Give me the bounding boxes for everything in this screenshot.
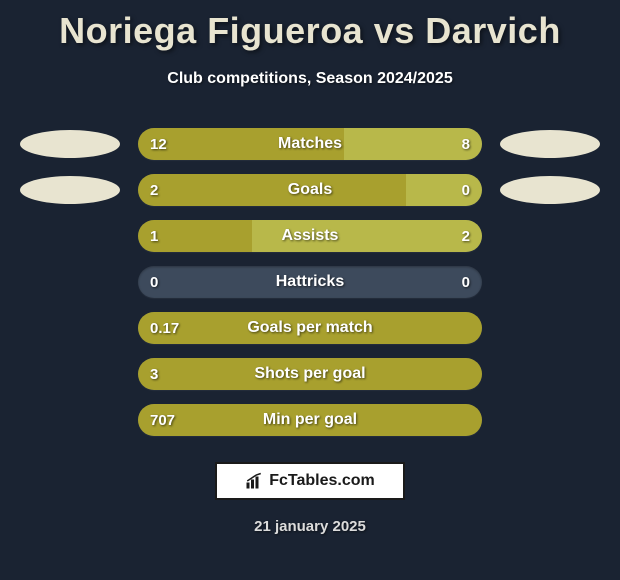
footer-date: 21 january 2025	[0, 518, 620, 535]
stat-bar: 0Hattricks0	[138, 266, 482, 298]
stat-row: 2Goals0	[0, 174, 620, 206]
stat-row: 1Assists2	[0, 220, 620, 252]
stat-bar: 3Shots per goal	[138, 358, 482, 390]
spacer	[20, 360, 120, 388]
stat-row: 707Min per goal	[0, 404, 620, 436]
spacer	[500, 406, 600, 434]
stat-label: Shots per goal	[138, 358, 482, 390]
stat-label: Goals per match	[138, 312, 482, 344]
spacer	[500, 314, 600, 342]
page-subtitle: Club competitions, Season 2024/2025	[0, 70, 620, 88]
stat-label: Matches	[138, 128, 482, 160]
player1-marker	[20, 130, 120, 158]
stat-bar: 707Min per goal	[138, 404, 482, 436]
stat-bar: 2Goals0	[138, 174, 482, 206]
stat-row: 0Hattricks0	[0, 266, 620, 298]
stat-bar: 0.17Goals per match	[138, 312, 482, 344]
stat-value-player2: 0	[462, 174, 470, 206]
spacer	[20, 406, 120, 434]
player2-marker	[500, 176, 600, 204]
spacer	[500, 222, 600, 250]
stat-bar: 12Matches8	[138, 128, 482, 160]
stat-value-player2: 0	[462, 266, 470, 298]
spacer	[500, 360, 600, 388]
page-title: Noriega Figueroa vs Darvich	[0, 0, 620, 52]
stat-bar: 1Assists2	[138, 220, 482, 252]
stat-label: Assists	[138, 220, 482, 252]
stat-value-player2: 8	[462, 128, 470, 160]
spacer	[20, 268, 120, 296]
spacer	[20, 222, 120, 250]
player2-marker	[500, 130, 600, 158]
stat-row: 0.17Goals per match	[0, 312, 620, 344]
stat-value-player2: 2	[462, 220, 470, 252]
spacer	[20, 314, 120, 342]
stats-container: 12Matches82Goals01Assists20Hattricks00.1…	[0, 128, 620, 436]
stat-label: Min per goal	[138, 404, 482, 436]
stat-row: 12Matches8	[0, 128, 620, 160]
player1-marker	[20, 176, 120, 204]
stat-label: Goals	[138, 174, 482, 206]
brand-badge[interactable]: FcTables.com	[215, 462, 405, 500]
chart-icon	[245, 472, 263, 490]
brand-label: FcTables.com	[269, 472, 375, 490]
spacer	[500, 268, 600, 296]
stat-label: Hattricks	[138, 266, 482, 298]
stat-row: 3Shots per goal	[0, 358, 620, 390]
